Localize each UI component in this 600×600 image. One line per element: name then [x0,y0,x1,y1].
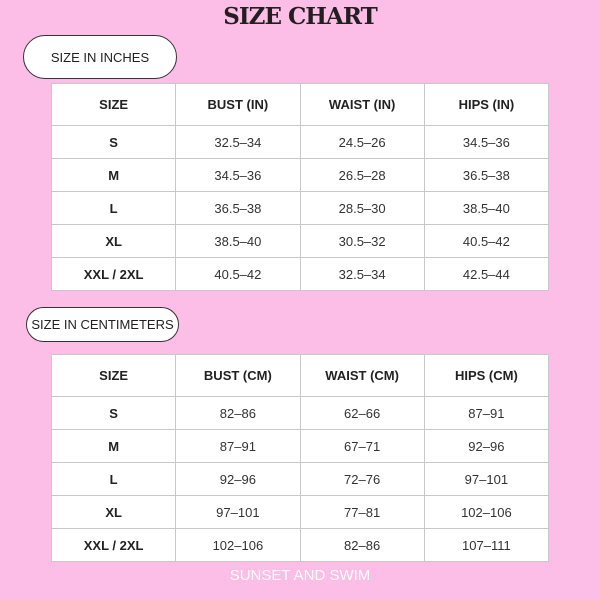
measurement-cell: 32.5–34 [299,257,425,291]
measurement-cell: 82–86 [175,396,301,430]
measurement-cell: 26.5–28 [299,158,425,192]
measurement-cell: 36.5–38 [175,191,301,225]
measurement-cell: 67–71 [299,429,425,463]
size-cell: XL [50,224,177,258]
column-header: HIPS (CM) [423,354,550,397]
size-cell: M [50,429,177,463]
measurement-cell: 62–66 [299,396,425,430]
centimeters-table: SIZE BUST (CM) WAIST (CM) HIPS (CM) S 82–86 62… [50,354,550,562]
column-header: HIPS (IN) [423,83,550,126]
table-row: L 36.5–38 28.5–30 38.5–40 [50,191,550,225]
table-row: S 32.5–34 24.5–26 34.5–36 [50,125,550,159]
measurement-cell: 30.5–32 [299,224,425,258]
measurement-cell: 32.5–34 [175,125,301,159]
measurement-cell: 40.5–42 [423,224,550,258]
column-header: SIZE [50,83,177,126]
measurement-cell: 102–106 [423,495,550,529]
measurement-cell: 34.5–36 [175,158,301,192]
measurement-cell: 107–111 [423,528,550,562]
measurement-cell: 24.5–26 [299,125,425,159]
size-cell: XXL / 2XL [50,528,177,562]
measurement-cell: 40.5–42 [175,257,301,291]
measurement-cell: 97–101 [423,462,550,496]
measurement-cell: 42.5–44 [423,257,550,291]
size-cell: S [50,396,177,430]
table-row: XXL / 2XL 102–106 82–86 107–111 [50,528,550,562]
measurement-cell: 102–106 [175,528,301,562]
size-cell: XL [50,495,177,529]
inches-table: SIZE BUST (IN) WAIST (IN) HIPS (IN) S 32.5–34… [50,83,550,291]
column-header: WAIST (IN) [299,83,425,126]
table-row: M 87–91 67–71 92–96 [50,429,550,463]
column-header: BUST (CM) [175,354,301,397]
measurement-cell: 38.5–40 [175,224,301,258]
column-header: BUST (IN) [175,83,301,126]
table-row: XXL / 2XL 40.5–42 32.5–34 42.5–44 [50,257,550,291]
column-header: SIZE [50,354,177,397]
size-cell: M [50,158,177,192]
measurement-cell: 97–101 [175,495,301,529]
size-cell: S [50,125,177,159]
measurement-cell: 82–86 [299,528,425,562]
measurement-cell: 92–96 [175,462,301,496]
table-row: L 92–96 72–76 97–101 [50,462,550,496]
centimeters-section-label: SIZE IN CENTIMETERS [26,307,179,342]
brand-name: SUNSET AND SWIM [229,567,371,584]
table-row: S 82–86 62–66 87–91 [50,396,550,430]
page-title: SIZE CHART [223,3,377,30]
inches-section-label: SIZE IN INCHES [23,35,177,79]
measurement-cell: 77–81 [299,495,425,529]
measurement-cell: 34.5–36 [423,125,550,159]
header-row: SIZE BUST (CM) WAIST (CM) HIPS (CM) [50,354,550,397]
measurement-cell: 36.5–38 [423,158,550,192]
table-row: M 34.5–36 26.5–28 36.5–38 [50,158,550,192]
size-cell: XXL / 2XL [50,257,177,291]
size-cell: L [50,462,177,496]
measurement-cell: 72–76 [299,462,425,496]
table-row: XL 97–101 77–81 102–106 [50,495,550,529]
size-cell: L [50,191,177,225]
measurement-cell: 28.5–30 [299,191,425,225]
column-header: WAIST (CM) [299,354,425,397]
measurement-cell: 87–91 [423,396,550,430]
measurement-cell: 87–91 [175,429,301,463]
header-row: SIZE BUST (IN) WAIST (IN) HIPS (IN) [50,83,550,126]
table-row: XL 38.5–40 30.5–32 40.5–42 [50,224,550,258]
measurement-cell: 38.5–40 [423,191,550,225]
measurement-cell: 92–96 [423,429,550,463]
